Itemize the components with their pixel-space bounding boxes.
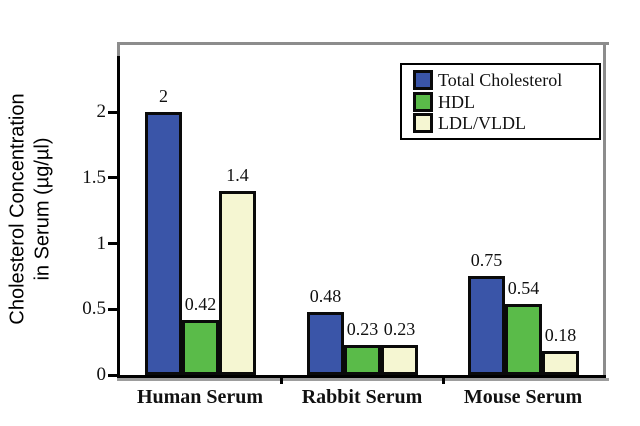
bar-value-label: 0.54: [507, 278, 540, 298]
legend-label: LDL/VLDL: [438, 113, 526, 134]
plot-frame-left-cap: [117, 42, 120, 59]
y-tick: [108, 307, 117, 311]
bar: [182, 320, 219, 375]
plot-frame-top: [117, 42, 609, 45]
y-tick-label: 2: [96, 101, 107, 122]
bar-value-label: 0.75: [470, 250, 503, 270]
y-axis-title: Cholesterol Concentration in Serum (µg/µ…: [6, 93, 56, 324]
y-axis-title-line1: Cholesterol Concentration: [7, 92, 29, 325]
y-tick-label: 0: [96, 364, 107, 385]
bar: [145, 112, 182, 375]
legend-item: LDL/VLDL: [413, 113, 593, 134]
legend-label: Total Cholesterol: [438, 69, 563, 90]
bar-value-label: 0.42: [184, 294, 217, 314]
y-tick-label: 1.5: [82, 166, 106, 188]
bar: [307, 312, 344, 375]
x-axis-shadow: [117, 378, 609, 381]
bar-value-label: 2: [159, 86, 168, 106]
x-axis-line: [117, 375, 606, 378]
legend: Total Cholesterol HDL LDL/VLDL: [400, 63, 601, 140]
legend-label: HDL: [438, 91, 475, 112]
bar-value-label: 1.4: [226, 165, 249, 185]
x-tick: [441, 378, 445, 384]
legend-swatch-icon: [413, 113, 433, 134]
bar: [344, 345, 381, 375]
bar-value-label: 0.18: [544, 325, 577, 345]
y-tick-label: 0.5: [82, 298, 106, 320]
bar-value-label: 0.48: [309, 286, 342, 306]
y-tick: [108, 242, 117, 245]
y-axis-title-box: Cholesterol Concentration in Serum (µg/µ…: [2, 42, 60, 375]
legend-swatch-icon: [413, 69, 433, 90]
bar-value-label: 0.23: [383, 319, 416, 339]
category-label: Human Serum: [136, 386, 264, 408]
y-tick: [108, 110, 117, 114]
legend-item: Total Cholesterol: [413, 69, 593, 90]
category-label: Rabbit Serum: [301, 386, 423, 408]
legend-item: HDL: [413, 91, 593, 112]
bar: [381, 345, 418, 375]
bar: [505, 304, 542, 375]
bar-value-label: 0.23: [346, 319, 379, 339]
y-axis-title-line2: in Serum (µg/µl): [32, 136, 54, 281]
bar: [219, 191, 256, 375]
bar: [542, 351, 579, 375]
y-tick: [108, 176, 117, 180]
category-label: Mouse Serum: [463, 386, 583, 408]
legend-swatch-icon: [413, 91, 433, 112]
plot-frame-right: [603, 42, 606, 378]
y-tick-label: 1: [96, 232, 107, 254]
y-axis-line: [117, 56, 120, 378]
bar: [468, 276, 505, 375]
x-tick: [279, 378, 283, 384]
y-tick: [108, 373, 117, 377]
